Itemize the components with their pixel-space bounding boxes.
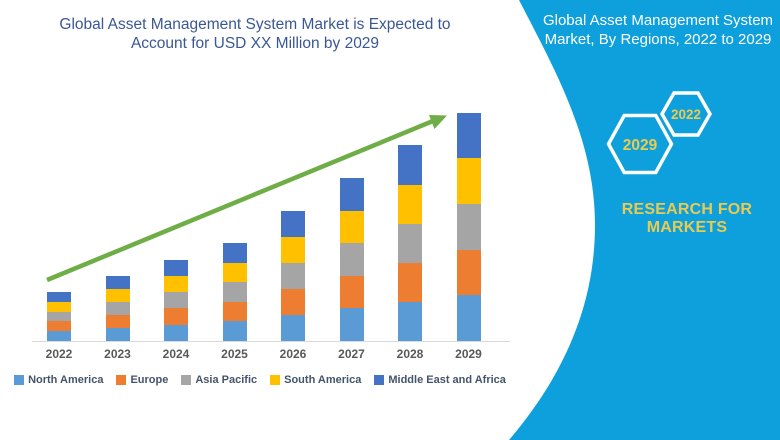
bar-segment-2028-north-america: [398, 301, 422, 341]
bar-segment-2029-europe: [456, 249, 481, 296]
bar-segment-2022-south-america: [47, 301, 71, 312]
bar-2029: [456, 112, 481, 341]
bar-segment-2025-south-america: [222, 262, 247, 283]
legend-swatch-icon: [374, 375, 385, 385]
brand-line1: RESEARCH FOR: [621, 201, 753, 218]
bar-segment-2029-north-america: [456, 295, 481, 341]
bar-segment-2027-europe: [339, 275, 364, 309]
bar-2027: [339, 178, 364, 341]
legend-label: North America: [28, 374, 104, 386]
bar-segment-2028-south-america: [398, 184, 422, 224]
legend-item-asia-pacific: Asia Pacific: [181, 374, 257, 386]
bar-segment-2028-asia-pacific: [398, 223, 422, 263]
legend-item-north-america: North America: [14, 374, 103, 386]
bar-segment-2023-europe: [105, 314, 130, 328]
legend-swatch-icon: [14, 375, 25, 385]
x-axis-label-2023: 2023: [104, 347, 131, 361]
bar-segment-2026-north-america: [281, 314, 305, 341]
bar-segment-2024-south-america: [164, 275, 188, 293]
bar-segment-2024-europe: [164, 308, 188, 325]
bar-segment-2024-north-america: [164, 324, 188, 341]
legend-swatch-icon: [181, 375, 192, 385]
bar-segment-2023-south-america: [105, 288, 130, 302]
bar-segment-2029-south-america: [456, 158, 481, 205]
x-axis-label-2022: 2022: [45, 347, 73, 361]
bar-segment-2027-south-america: [339, 210, 364, 244]
bar-segment-2023-asia-pacific: [105, 301, 130, 315]
bar-2022: [47, 292, 71, 341]
brand-panel: 2022 2029 Global Asset Management System…: [500, 0, 780, 440]
bar-segment-2023-middle-east-and-africa: [105, 275, 130, 289]
x-axis-label-2028: 2028: [396, 347, 424, 361]
bar-segment-2026-south-america: [281, 236, 305, 263]
bar-segment-2029-middle-east-and-africa: [456, 112, 481, 159]
bar-segment-2025-middle-east-and-africa: [222, 243, 247, 263]
panel-wave-shape: [509, 0, 780, 440]
x-axis-label-2026: 2026: [279, 347, 307, 361]
bar-segment-2026-middle-east-and-africa: [281, 210, 305, 237]
brand-logo-text: RESEARCH FOR MARKETS: [612, 201, 762, 236]
legend: North America Europe Asia Pacific South Ame…: [0, 374, 520, 386]
legend-label: South America: [284, 374, 362, 386]
bar-segment-2022-asia-pacific: [47, 311, 71, 322]
bar-segment-2024-asia-pacific: [164, 292, 188, 309]
x-axis-line: [32, 341, 510, 342]
bar-segment-2022-europe: [47, 321, 71, 332]
panel-title: Global Asset Management System Market, B…: [538, 11, 778, 49]
panel-title-line1: Global Asset Management System: [542, 12, 774, 29]
chart-area: Global Asset Management System Market is…: [0, 15, 520, 386]
chart-title-line1: Global Asset Management System Market is…: [59, 16, 451, 33]
bar-segment-2027-asia-pacific: [339, 243, 364, 276]
bar-2023: [105, 275, 130, 341]
hexagon-badge-2022: [659, 91, 713, 137]
brand-line2: MARKETS: [646, 218, 728, 236]
legend-item-europe: Europe: [116, 374, 168, 386]
x-axis-label-2024: 2024: [162, 347, 190, 361]
bar-segment-2028-middle-east-and-africa: [398, 145, 422, 185]
bar-segment-2026-asia-pacific: [281, 262, 305, 289]
x-axis-label-2025: 2025: [221, 347, 248, 361]
panel-title-line2: Market, By Regions, 2022 to 2029: [544, 31, 772, 48]
bar-segment-2026-europe: [281, 288, 305, 315]
bar-segment-2027-north-america: [339, 308, 364, 341]
hexagon-badge-2029: [606, 113, 674, 175]
chart-title: Global Asset Management System Market is…: [20, 15, 490, 53]
bar-2025: [222, 243, 247, 341]
bar-segment-2022-middle-east-and-africa: [47, 292, 71, 302]
bar-segment-2025-north-america: [222, 321, 247, 341]
panel-curved-background: 2022 2029: [509, 0, 780, 440]
bar-2028: [398, 145, 422, 341]
legend-swatch-icon: [270, 375, 281, 385]
bar-segment-2025-asia-pacific: [222, 282, 247, 302]
chart-title-line2: Account for USD XX Million by 2029: [130, 35, 380, 52]
bar-segment-2029-asia-pacific: [456, 204, 481, 250]
x-axis-label-2027: 2027: [338, 347, 365, 361]
hexagon-2022-label: 2022: [671, 107, 701, 122]
legend-label: Europe: [130, 374, 169, 386]
bar-segment-2025-europe: [222, 301, 247, 322]
bar-2024: [164, 259, 188, 342]
bar-segment-2024-middle-east-and-africa: [164, 259, 188, 276]
legend-item-south-america: South America: [270, 374, 361, 386]
bar-segment-2023-north-america: [105, 327, 130, 341]
legend-label: Asia Pacific: [195, 374, 258, 386]
legend-item-middle-east-and-africa: Middle East and Africa: [374, 374, 506, 386]
bar-segment-2028-europe: [398, 262, 422, 302]
x-axis-label-2029: 2029: [455, 347, 482, 361]
bars-group: [47, 112, 481, 342]
bar-segment-2027-middle-east-and-africa: [339, 178, 364, 211]
bar-segment-2022-north-america: [47, 331, 71, 341]
legend-swatch-icon: [116, 375, 127, 385]
hexagon-2029-label: 2029: [623, 137, 658, 154]
bar-2026: [281, 210, 305, 341]
legend-label: Middle East and Africa: [388, 374, 506, 386]
